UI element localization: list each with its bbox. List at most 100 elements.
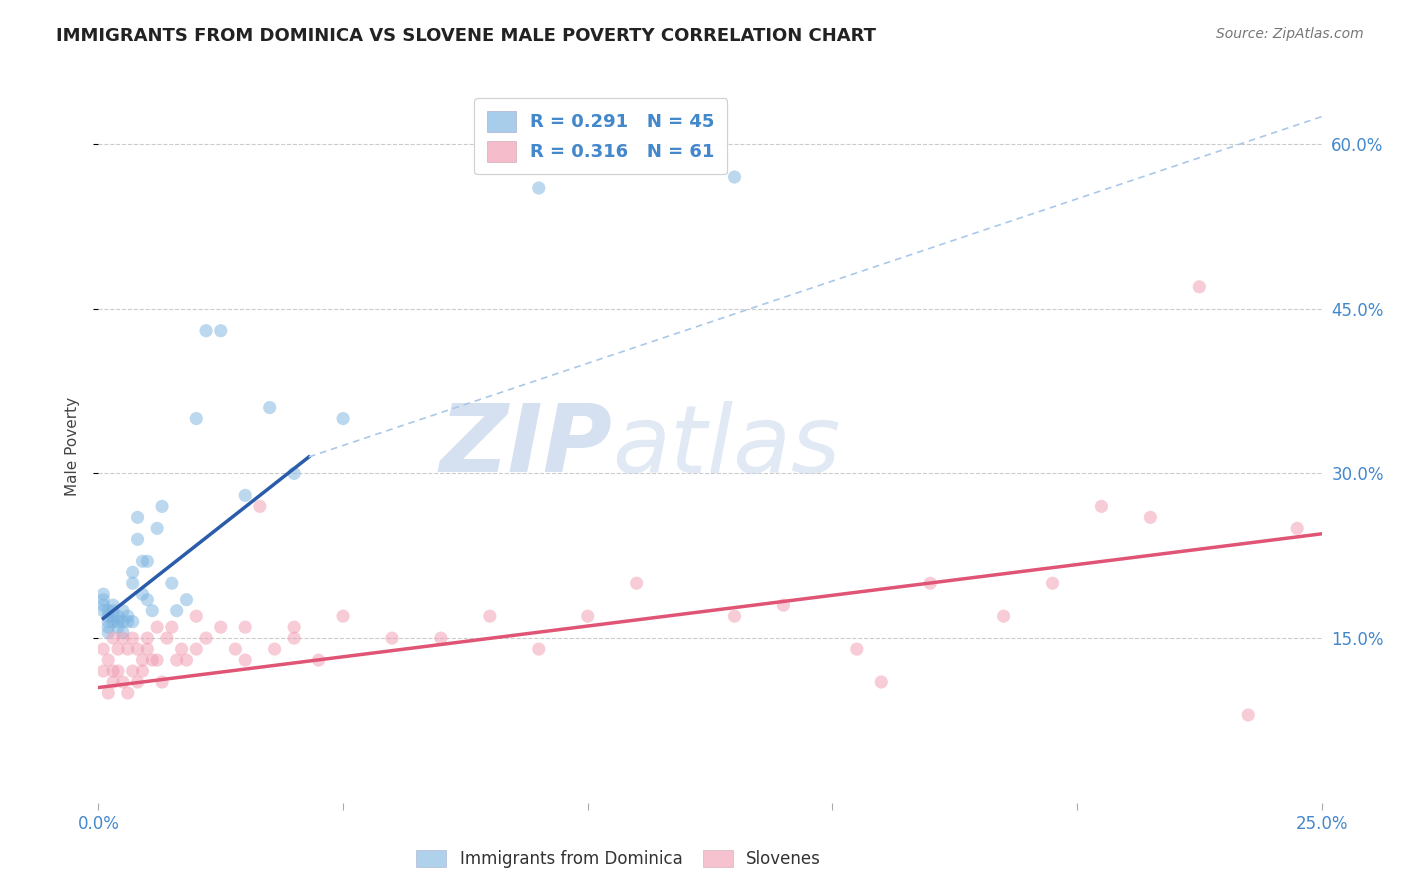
Point xyxy=(283,620,305,634)
Point xyxy=(186,642,208,657)
Point xyxy=(107,615,129,629)
Point xyxy=(233,620,256,634)
Point xyxy=(150,675,173,690)
Point xyxy=(146,653,169,667)
Point xyxy=(97,653,120,667)
Point xyxy=(117,686,139,700)
Point xyxy=(993,609,1015,624)
Text: ZIP: ZIP xyxy=(439,400,612,492)
Point xyxy=(141,604,163,618)
Point xyxy=(332,609,354,624)
Point xyxy=(97,615,120,629)
Point xyxy=(111,615,134,629)
Point xyxy=(209,324,232,338)
Point xyxy=(121,576,143,591)
Point xyxy=(127,642,149,657)
Point xyxy=(156,631,179,645)
Point xyxy=(107,664,129,678)
Point xyxy=(233,488,256,502)
Point xyxy=(97,625,120,640)
Point xyxy=(233,653,256,667)
Point xyxy=(91,592,114,607)
Point xyxy=(146,620,169,634)
Point xyxy=(127,675,149,690)
Point xyxy=(478,609,501,624)
Point xyxy=(283,467,305,481)
Point xyxy=(870,675,893,690)
Point xyxy=(141,653,163,667)
Point xyxy=(111,675,134,690)
Point xyxy=(1090,500,1112,514)
Point xyxy=(166,653,188,667)
Point xyxy=(723,609,745,624)
Point xyxy=(101,664,124,678)
Point xyxy=(121,631,143,645)
Point xyxy=(121,615,143,629)
Point xyxy=(136,592,159,607)
Point xyxy=(121,566,143,580)
Point xyxy=(111,631,134,645)
Point xyxy=(107,609,129,624)
Point xyxy=(117,642,139,657)
Point xyxy=(131,587,153,601)
Point xyxy=(259,401,281,415)
Point xyxy=(111,604,134,618)
Point xyxy=(527,181,550,195)
Point xyxy=(136,631,159,645)
Point xyxy=(176,653,198,667)
Point xyxy=(127,510,149,524)
Point xyxy=(283,631,305,645)
Point xyxy=(97,604,120,618)
Point xyxy=(91,598,114,612)
Text: Source: ZipAtlas.com: Source: ZipAtlas.com xyxy=(1216,27,1364,41)
Point xyxy=(91,604,114,618)
Y-axis label: Male Poverty: Male Poverty xyxy=(65,396,80,496)
Point xyxy=(117,615,139,629)
Point xyxy=(1237,708,1260,723)
Legend: Immigrants from Dominica, Slovenes: Immigrants from Dominica, Slovenes xyxy=(409,843,828,875)
Point xyxy=(117,609,139,624)
Point xyxy=(91,587,114,601)
Point xyxy=(772,598,794,612)
Legend: R = 0.291   N = 45, R = 0.316   N = 61: R = 0.291 N = 45, R = 0.316 N = 61 xyxy=(474,98,727,174)
Point xyxy=(723,169,745,184)
Point xyxy=(111,625,134,640)
Point xyxy=(131,554,153,568)
Point xyxy=(209,620,232,634)
Point xyxy=(626,576,648,591)
Text: IMMIGRANTS FROM DOMINICA VS SLOVENE MALE POVERTY CORRELATION CHART: IMMIGRANTS FROM DOMINICA VS SLOVENE MALE… xyxy=(56,27,876,45)
Point xyxy=(920,576,942,591)
Point xyxy=(224,642,246,657)
Point xyxy=(91,664,114,678)
Point xyxy=(101,598,124,612)
Point xyxy=(101,631,124,645)
Point xyxy=(101,604,124,618)
Point xyxy=(430,631,453,645)
Point xyxy=(195,631,218,645)
Point xyxy=(263,642,285,657)
Point xyxy=(136,554,159,568)
Point xyxy=(1139,510,1161,524)
Point xyxy=(101,609,124,624)
Point xyxy=(101,615,124,629)
Point xyxy=(146,521,169,535)
Point xyxy=(97,686,120,700)
Point xyxy=(121,664,143,678)
Point xyxy=(195,324,218,338)
Point xyxy=(186,411,208,425)
Point xyxy=(576,609,599,624)
Point xyxy=(332,411,354,425)
Point xyxy=(170,642,193,657)
Point xyxy=(131,653,153,667)
Point xyxy=(845,642,868,657)
Point xyxy=(160,576,183,591)
Point xyxy=(160,620,183,634)
Point xyxy=(136,642,159,657)
Point xyxy=(1042,576,1064,591)
Point xyxy=(381,631,404,645)
Point xyxy=(101,675,124,690)
Point xyxy=(97,609,120,624)
Point xyxy=(166,604,188,618)
Point xyxy=(249,500,271,514)
Point xyxy=(107,642,129,657)
